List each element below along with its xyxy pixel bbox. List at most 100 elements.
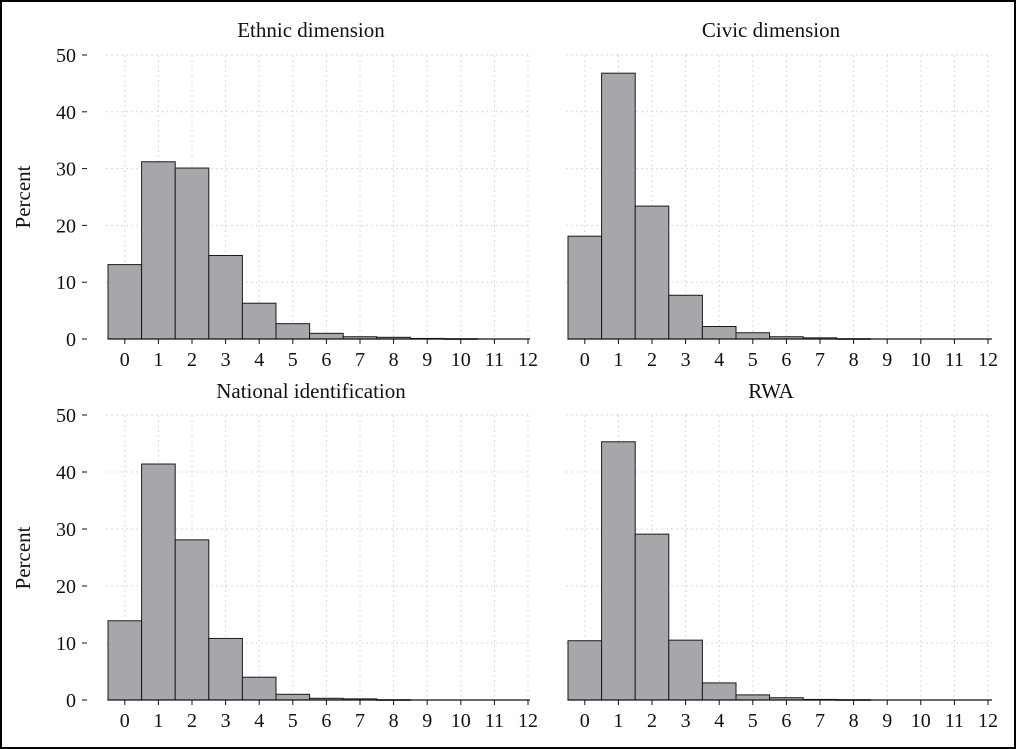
x-tick-label-11: 11 (485, 710, 504, 732)
x-tick-label-1: 1 (613, 349, 623, 371)
x-tick-label-12: 12 (978, 710, 998, 732)
bar-5 (735, 694, 771, 701)
x-tick-label-3: 3 (681, 349, 691, 371)
x-tick-label-10: 10 (451, 349, 471, 371)
bar-2 (634, 533, 670, 701)
panel-civic-dimension: Civic dimension 0 1 2 3 4 5 6 7 8 9 10 11 12 (566, 18, 998, 371)
y-axis-label: Percent (11, 165, 35, 228)
bar-0 (567, 235, 603, 340)
x-axis: 0 1 2 3 4 5 6 7 8 9 10 11 12 (108, 699, 538, 732)
x-tick-label-9: 9 (882, 710, 892, 732)
x-tick-label-1: 1 (153, 349, 163, 371)
bar-1 (601, 72, 636, 340)
x-tick-label-4: 4 (714, 710, 724, 732)
y-tick-label-30: 30 (56, 519, 76, 541)
x-tick-label-8: 8 (849, 349, 859, 371)
x-tick-label-6: 6 (321, 349, 331, 371)
x-tick-label-7: 7 (815, 349, 825, 371)
grid (106, 54, 530, 340)
x-tick-label-5: 5 (288, 349, 298, 371)
x-tick-label-3: 3 (681, 710, 691, 732)
x-tick-label-5: 5 (288, 710, 298, 732)
x-tick-label-4: 4 (254, 349, 264, 371)
x-tick-label-0: 0 (580, 349, 590, 371)
x-tick-label-12: 12 (518, 710, 538, 732)
x-tick-label-2: 2 (647, 710, 657, 732)
x-tick-label-11: 11 (945, 349, 964, 371)
y-axis-label: Percent (11, 526, 35, 589)
bar-0 (107, 264, 143, 340)
x-tick-label-0: 0 (580, 710, 590, 732)
y-tick-label-50: 50 (56, 45, 76, 67)
bar-4 (241, 676, 277, 701)
x-tick-label-5: 5 (748, 710, 758, 732)
x-tick-label-2: 2 (647, 349, 657, 371)
panel-title: Civic dimension (702, 18, 841, 42)
panel-title: RWA (748, 379, 794, 403)
x-tick-label-0: 0 (120, 710, 130, 732)
x-tick-label-5: 5 (748, 349, 758, 371)
x-axis: 0 1 2 3 4 5 6 7 8 9 10 11 12 (568, 338, 998, 371)
x-tick-label-4: 4 (714, 349, 724, 371)
x-tick-label-7: 7 (355, 349, 365, 371)
plot-area: 0 1 2 3 4 5 6 7 8 9 10 11 12 (566, 54, 998, 371)
x-tick-label-10: 10 (911, 710, 931, 732)
bar-4 (701, 682, 737, 701)
y-tick-label-20: 20 (56, 215, 76, 237)
grid (566, 54, 992, 340)
x-tick-label-3: 3 (221, 710, 231, 732)
y-tick-label-0: 0 (66, 690, 76, 712)
x-tick-label-0: 0 (120, 349, 130, 371)
panel-title: Ethnic dimension (237, 18, 385, 42)
x-tick-label-6: 6 (781, 349, 791, 371)
panel-title: National identification (216, 379, 406, 403)
x-axis: 0 1 2 3 4 5 6 7 8 9 10 11 12 (108, 338, 538, 371)
x-axis: 0 1 2 3 4 5 6 7 8 9 10 11 12 (568, 699, 998, 732)
bar-6 (309, 332, 344, 340)
panel-rwa: RWA 0 1 2 3 4 5 6 7 8 9 10 11 12 (566, 379, 998, 732)
x-tick-label-9: 9 (882, 349, 892, 371)
y-tick-label-10: 10 (56, 633, 76, 655)
bar-4 (241, 302, 277, 340)
y-axis: 0 10 20 30 40 50 (56, 45, 87, 351)
plot-area: 0 1 2 3 4 5 6 7 8 9 10 11 12 (566, 414, 998, 732)
x-tick-label-10: 10 (451, 710, 471, 732)
x-tick-label-12: 12 (518, 349, 538, 371)
x-tick-label-10: 10 (911, 349, 931, 371)
bars (107, 463, 411, 701)
bar-5 (735, 332, 771, 340)
x-tick-label-4: 4 (254, 710, 264, 732)
x-tick-label-7: 7 (355, 710, 365, 732)
x-tick-label-2: 2 (187, 349, 197, 371)
x-tick-label-6: 6 (321, 710, 331, 732)
y-tick-label-40: 40 (56, 102, 76, 124)
x-tick-label-1: 1 (153, 710, 163, 732)
x-tick-label-2: 2 (187, 710, 197, 732)
x-tick-label-7: 7 (815, 710, 825, 732)
x-tick-label-12: 12 (978, 349, 998, 371)
bar-2 (174, 167, 210, 340)
bar-3 (668, 294, 703, 340)
x-tick-label-9: 9 (422, 349, 432, 371)
y-tick-label-10: 10 (56, 272, 76, 294)
bar-1 (141, 463, 176, 701)
panel-ethnic-dimension: Ethnic dimension Percent 0 1 2 3 4 5 6 7 8 9 10 11 1… (11, 18, 538, 371)
x-tick-label-6: 6 (781, 710, 791, 732)
bars (567, 72, 871, 340)
bars (107, 161, 479, 340)
bar-1 (601, 441, 636, 701)
y-axis: 0 10 20 30 40 50 (56, 405, 87, 712)
x-tick-label-9: 9 (422, 710, 432, 732)
bar-4 (701, 326, 737, 340)
x-tick-label-11: 11 (945, 710, 964, 732)
bar-0 (567, 640, 603, 701)
bar-0 (107, 620, 143, 701)
y-tick-label-20: 20 (56, 576, 76, 598)
bar-2 (634, 205, 670, 340)
bar-5 (275, 323, 311, 340)
